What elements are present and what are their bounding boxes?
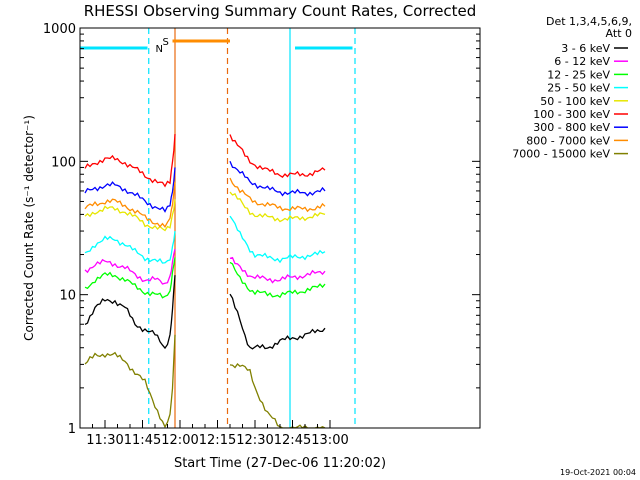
- series-line: [84, 167, 176, 213]
- series-line: [84, 199, 176, 232]
- x-tick-label: 12:00: [161, 433, 198, 448]
- timestamp-stamp: 19-Oct-2021 00:04: [560, 468, 636, 477]
- series-line: [229, 177, 326, 213]
- legend-label: 6 - 12 keV: [554, 55, 610, 68]
- x-axis-label: Start Time (27-Dec-06 11:20:02): [174, 456, 386, 471]
- legend-label: 12 - 25 keV: [547, 68, 610, 81]
- legend-label: 3 - 6 keV: [561, 42, 610, 55]
- legend-label: 300 - 800 keV: [533, 121, 610, 134]
- series-line: [84, 248, 176, 285]
- x-tick-label: 12:15: [199, 433, 236, 448]
- series-line: [84, 134, 176, 188]
- series-line: [229, 256, 326, 284]
- series-line: [229, 261, 326, 299]
- series-line: [229, 215, 326, 264]
- chart-title: RHESSI Observing Summary Count Rates, Co…: [84, 2, 477, 20]
- series-line: [229, 363, 326, 428]
- series-line: [229, 161, 326, 197]
- series-line: [229, 191, 326, 223]
- series-line: [84, 257, 176, 299]
- flag-label-S: S: [163, 37, 169, 48]
- legend-label: 25 - 50 keV: [547, 82, 610, 95]
- legend-label: 800 - 7000 keV: [526, 134, 610, 147]
- legend-label: 100 - 300 keV: [533, 108, 610, 121]
- y-tick-label: 1000: [43, 22, 76, 37]
- legend-header-line-1: Det 1,3,4,5,6,9,: [546, 15, 632, 28]
- series-line: [229, 134, 326, 178]
- series-line: [84, 231, 176, 264]
- y-tick-label: 1: [68, 422, 76, 437]
- series-line: [229, 293, 326, 350]
- legend-label: 50 - 100 keV: [540, 95, 610, 108]
- y-axis-label: Corrected Count Rate (s⁻¹ detector⁻¹): [22, 115, 36, 341]
- y-tick-label: 100: [51, 155, 76, 170]
- series-line: [84, 181, 176, 228]
- flag-label-N: N: [156, 44, 163, 55]
- x-tick-label: 13:00: [311, 433, 348, 448]
- y-tick-label: 10: [59, 289, 76, 304]
- x-tick-label: 12:30: [236, 433, 273, 448]
- series-line: [84, 275, 176, 350]
- legend-header-line-2: Att 0: [606, 27, 632, 40]
- x-tick-label: 11:30: [86, 433, 123, 448]
- x-tick-label: 12:45: [274, 433, 311, 448]
- x-tick-label: 11:45: [124, 433, 161, 448]
- legend-label: 7000 - 15000 keV: [512, 148, 610, 161]
- series-line: [84, 334, 176, 428]
